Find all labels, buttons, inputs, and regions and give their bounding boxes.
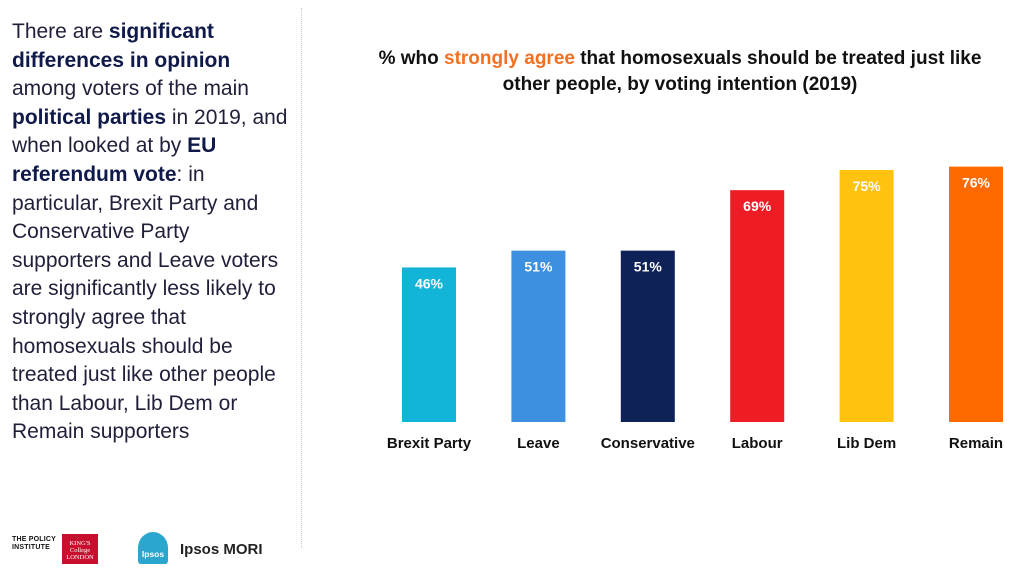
bar-value-label: 69% (743, 198, 772, 214)
bar-conservative (620, 250, 675, 422)
bar-remain (949, 166, 1003, 422)
category-label: Lib Dem (837, 435, 896, 452)
ipsos-mori-label: Ipsos MORI (180, 541, 263, 558)
policy-institute-logo: THE POLICY INSTITUTE (12, 536, 56, 551)
summary-segment: in 2019, and when looked at by (12, 105, 288, 158)
bar-brexit-party (402, 267, 456, 422)
bar-value-label: 76% (962, 175, 991, 191)
chart-title: % who strongly agree that homosexuals sh… (360, 46, 1000, 98)
kings-college-logo: KING'S College LONDON (62, 534, 98, 564)
ipsos-logo-icon: Ipsos (138, 532, 168, 564)
bar-value-label: 51% (524, 259, 553, 275)
bar-labour (730, 190, 785, 422)
summary-segment: among voters of the main (12, 77, 249, 101)
left-panel: There are significant differences in opi… (0, 0, 300, 576)
category-label: Leave (517, 435, 560, 452)
summary-text: There are significant differences in opi… (12, 18, 292, 447)
summary-segment: There are (12, 20, 109, 43)
summary-emphasis: EU referendum vote (12, 134, 217, 186)
logo-row: THE POLICY INSTITUTE KING'S College LOND… (12, 532, 302, 568)
category-label: Remain (949, 435, 1003, 452)
bar-value-label: 75% (853, 178, 882, 194)
bar-leave (511, 250, 566, 422)
category-label: Brexit Party (387, 435, 472, 452)
panel-divider (301, 8, 302, 548)
summary-segment: : in particular, Brexit Party and Conser… (12, 162, 279, 444)
chart-title-highlight: strongly agree (444, 48, 575, 69)
summary-emphasis: significant differences in opinion (12, 20, 231, 72)
summary-emphasis: political parties (12, 105, 167, 129)
chart-title-prefix: % who (378, 48, 445, 69)
category-label: Conservative (601, 435, 695, 452)
category-label: Labour (732, 435, 783, 452)
bar-value-label: 51% (634, 259, 663, 275)
bar-value-label: 46% (415, 275, 444, 291)
chart-title-suffix: that homosexuals should be treated just … (502, 48, 982, 95)
bar-lib-dem (839, 170, 894, 422)
